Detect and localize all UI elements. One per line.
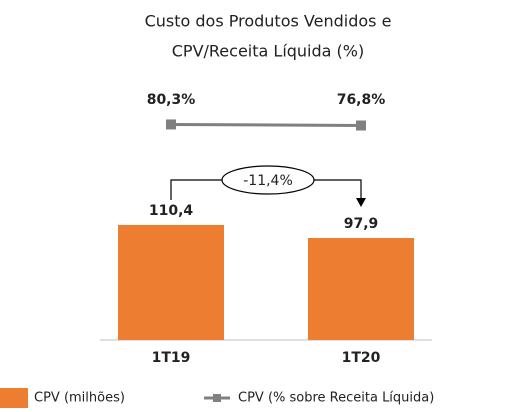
legend-label: CPV (% sobre Receita Líquida) <box>238 391 434 406</box>
data-label: 80,3% <box>147 92 196 108</box>
x-tick-label: 1T20 <box>342 350 381 366</box>
data-label: 97,9 <box>344 216 379 232</box>
bar <box>308 237 414 340</box>
bar <box>118 224 224 340</box>
chart-title: CPV/Receita Líquida (%) <box>172 42 364 61</box>
data-label: 110,4 <box>149 203 194 219</box>
arrow-head <box>356 198 366 207</box>
line <box>170 122 362 128</box>
annotation-ellipse <box>221 165 315 195</box>
line-marker <box>356 120 366 131</box>
legend-label: CPV (milhões) <box>34 391 125 406</box>
data-label: 76,8% <box>337 92 386 108</box>
annotation: -11,4% <box>243 173 293 189</box>
legend-swatch <box>213 394 221 402</box>
line-marker <box>166 119 176 130</box>
chart-title: Custo dos Produtos Vendidos e <box>145 12 392 31</box>
legend-swatch <box>0 388 28 408</box>
x-tick-label: 1T19 <box>152 350 191 366</box>
